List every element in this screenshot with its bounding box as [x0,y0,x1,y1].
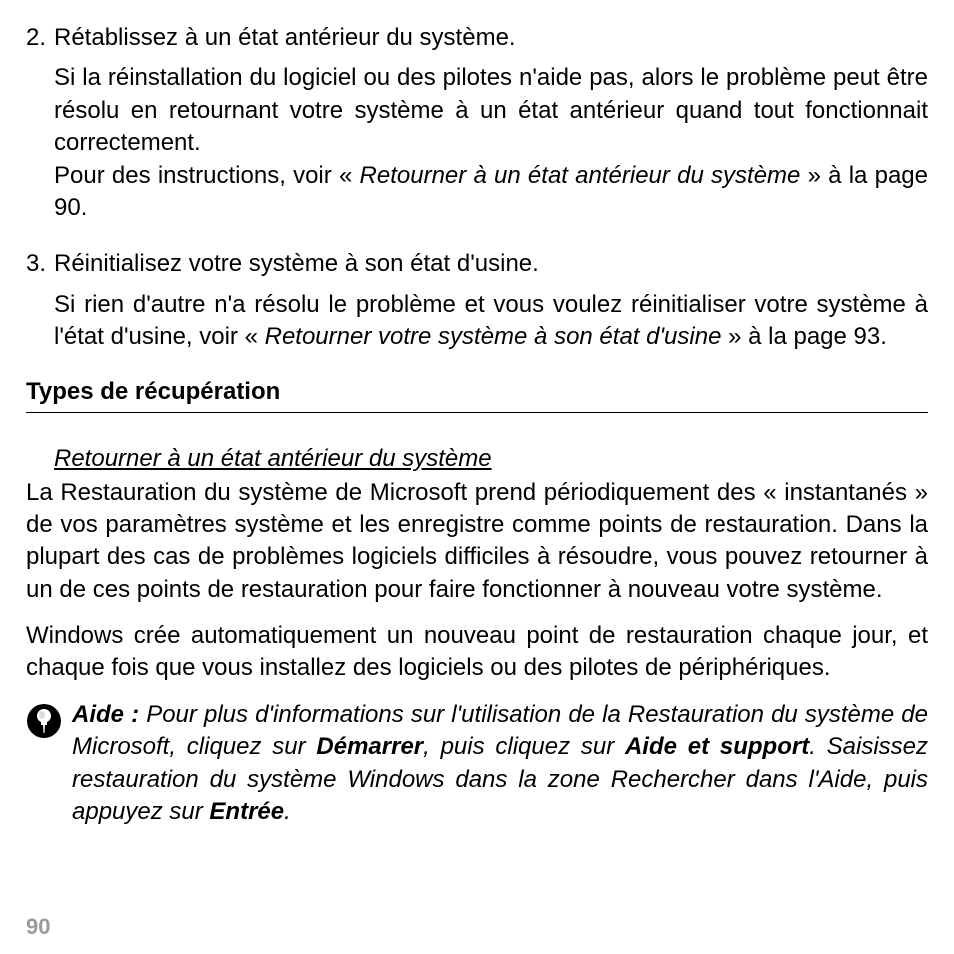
sub-heading: Retourner à un état antérieur du système [54,445,928,473]
step-2-body-b-pre: Pour des instructions, voir « [54,162,360,189]
step-2-number: 2. [26,22,54,54]
hint-text: Aide : Pour plus d'informations sur l'ut… [72,699,928,829]
hint-b3: Entrée [209,798,284,825]
document-page: 2. Rétablissez à un état antérieur du sy… [0,0,954,954]
paragraph-auto-restore-point: Windows crée automatiquement un nouveau … [26,620,928,685]
step-3-header: 3. Réinitialisez votre système à son éta… [26,248,928,280]
hint-lead: Aide : [72,701,146,728]
hint-t4: . [284,798,291,825]
step-2-ref: Retourner à un état antérieur du système [360,162,801,189]
step-3-number: 3. [26,248,54,280]
paragraph-restore-description: La Restauration du système de Microsoft … [26,477,928,607]
step-3-title: Réinitialisez votre système à son état d… [54,248,928,280]
step-3-body-post: » à la page 93. [721,323,886,350]
hint-block: Aide : Pour plus d'informations sur l'ut… [26,699,928,829]
section-heading: Types de récupération [26,378,928,413]
hint-b2: Aide et support [625,733,809,760]
step-2-body: Si la réinstallation du logiciel ou des … [54,62,928,224]
page-number: 90 [26,914,50,940]
pushpin-icon [26,699,72,744]
step-3-body: Si rien d'autre n'a résolu le problème e… [54,289,928,354]
step-3-ref: Retourner votre système à son état d'usi… [265,323,722,350]
hint-t2: , puis cliquez sur [423,733,625,760]
step-2-header: 2. Rétablissez à un état antérieur du sy… [26,22,928,54]
step-2-title: Rétablissez à un état antérieur du systè… [54,22,928,54]
hint-b1: Démarrer [316,733,423,760]
step-2-body-a: Si la réinstallation du logiciel ou des … [54,64,928,156]
